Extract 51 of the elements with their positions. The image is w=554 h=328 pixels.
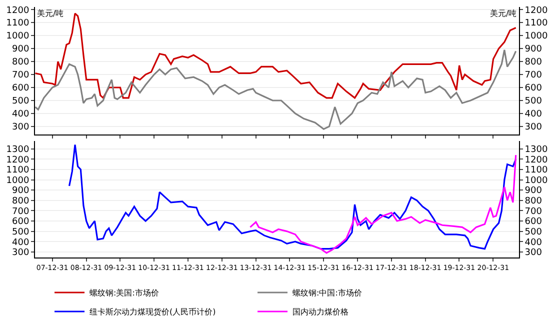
y2-tick-label: 600 [524, 217, 542, 228]
y-tick-label: 400 [12, 238, 30, 248]
y2-tick-label: 600 [524, 84, 542, 94]
y2-tick-label: 300 [524, 122, 542, 133]
y2-tick-label: 1100 [524, 166, 548, 176]
legend-label: 纽卡斯尔动力煤现货价(人民币计价) [90, 308, 216, 317]
y-tick-label: 1200 [6, 155, 30, 166]
y2-tick-label: 1200 [524, 155, 548, 166]
line-series [249, 154, 517, 254]
y2-tick-label: 1200 [524, 6, 548, 16]
y-tick-label: 300 [12, 248, 30, 258]
y2-tick-label: 1000 [524, 176, 548, 186]
y-tick-label: 700 [12, 206, 30, 217]
legend-label: 螺纹钢:美国:市场价 [90, 288, 159, 298]
y2-tick-label: 300 [524, 248, 542, 258]
y2-tick-label: 1300 [524, 144, 548, 155]
y-tick-label: 900 [12, 186, 30, 196]
y2-tick-label: 1000 [524, 32, 548, 42]
y2-tick-label: 500 [524, 96, 542, 107]
y-tick-label: 1100 [6, 18, 30, 29]
y-tick-label: 1300 [6, 144, 30, 155]
y2-tick-label: 900 [524, 44, 542, 55]
y-tick-label: 800 [12, 196, 30, 207]
y-tick-label: 700 [12, 70, 30, 81]
y-tick-label: 800 [12, 58, 30, 68]
y-tick-label: 500 [12, 96, 30, 107]
legend-label: 螺纹钢:中国:市场价 [292, 288, 362, 298]
y-tick-label: 1200 [6, 6, 30, 16]
y2-tick-label: 800 [524, 196, 542, 207]
y2-tick-label: 400 [524, 238, 542, 248]
y-tick-label: 600 [12, 84, 30, 94]
y-tick-label: 400 [12, 110, 30, 120]
y-tick-label: 600 [12, 217, 30, 228]
y-axis-title: 美元/吨 [37, 9, 64, 18]
y2-tick-label: 700 [524, 70, 542, 81]
y-tick-label: 500 [12, 227, 30, 238]
y2-tick-label: 1100 [524, 18, 548, 29]
y2-tick-label: 800 [524, 58, 542, 68]
legend-label: 国内动力煤价格 [292, 308, 349, 317]
y-tick-label: 900 [12, 44, 30, 55]
line-series [68, 144, 517, 250]
y-tick-label: 1100 [6, 166, 30, 176]
y2-tick-label: 700 [524, 206, 542, 217]
y2-tick-label: 900 [524, 186, 542, 196]
y-tick-label: 1000 [6, 32, 30, 42]
y-tick-label: 300 [12, 122, 30, 133]
line-series [35, 49, 517, 130]
y-tick-label: 1000 [6, 176, 30, 186]
y2-tick-label: 500 [524, 227, 542, 238]
y2-tick-label: 400 [524, 110, 542, 120]
y2-axis-title: 美元/吨 [490, 9, 517, 18]
